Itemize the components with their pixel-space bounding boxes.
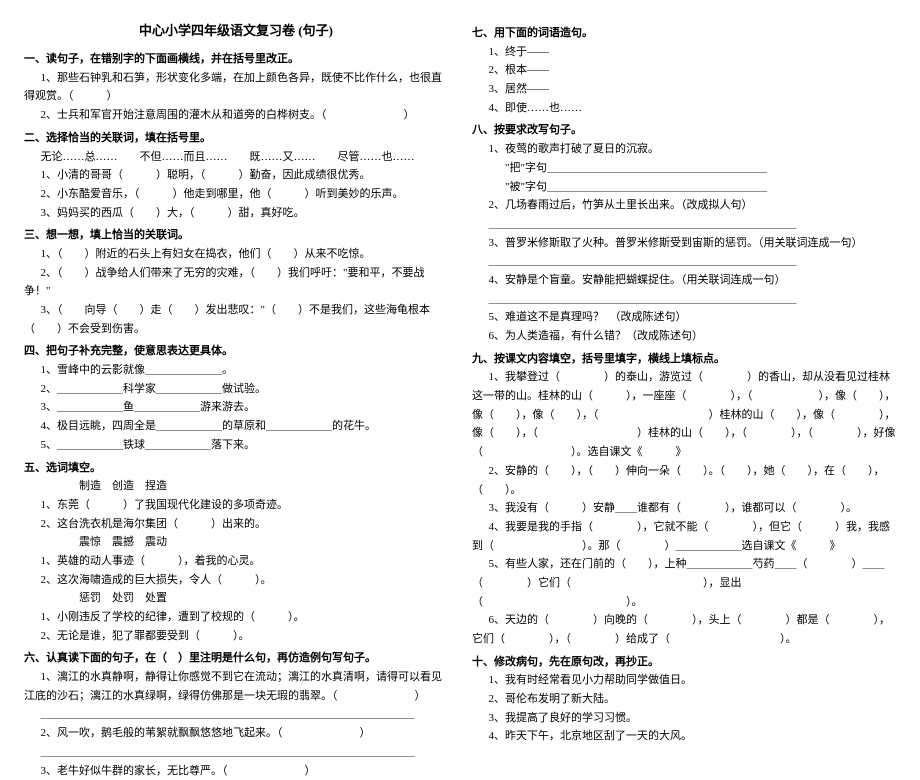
q8-1a: "把"字句＿＿＿＿＿＿＿＿＿＿＿＿＿＿＿＿＿＿＿＿ [472,159,896,178]
q8-4a: ＿＿＿＿＿＿＿＿＿＿＿＿＿＿＿＿＿＿＿＿＿＿＿＿＿＿＿＿ [472,290,896,309]
q10-4: 4、昨天下午，北京地区刮了一天的大风。 [472,727,896,746]
q6-1-blank: ＿＿＿＿＿＿＿＿＿＿＿＿＿＿＿＿＿＿＿＿＿＿＿＿＿＿＿＿＿＿＿＿＿＿ [24,705,448,724]
q2-2: 2、小东酷爱音乐，（ ）他走到哪里，他（ ）听到美妙的乐声。 [24,185,448,204]
q8-6: 6、为人类造福，有什么错？（改成陈述句） [472,327,896,346]
q9-2: 2、安静的（ ），（ ）伸向一朵（ ）。（ ），她（ ），在（ ），（ ）。 [472,462,896,499]
section-3-heading: 三、想一想，填上恰当的关联词。 [24,226,448,245]
section-6-heading: 六、认真读下面的句子，在（ ）里注明是什么句，再仿造例句写句子。 [24,649,448,668]
q9-6: 6、天边的（ ）向晚的（ ），头上（ ）都是（ ），它们（ ），（ ）给成了（ … [472,611,896,648]
section-8-heading: 八、按要求改写句子。 [472,121,896,140]
q5-group3: 惩罚 处罚 处置 [24,589,448,608]
q4-5: 5、＿＿＿＿＿＿铁球＿＿＿＿＿＿落下来。 [24,436,448,455]
q5-5: 1、小刚违反了学校的纪律，遭到了校规的（ ）。 [24,608,448,627]
q2-1: 1、小清的哥哥（ ）聪明，（ ）勤奋，因此成绩很优秀。 [24,166,448,185]
section-9-heading: 九、按课文内容填空，括号里填字，横线上填标点。 [472,350,896,369]
q6-1: 1、漓江的水真静啊，静得让你感觉不到它在流动；漓江的水真清啊，请得可以看见江底的… [24,668,448,705]
q3-1: 1、（ ）附近的石头上有妇女在捣衣，他们（ ）从来不吃惊。 [24,245,448,264]
section-10-heading: 十、修改病句，先在原句改，再抄正。 [472,653,896,672]
q7-3: 3、居然—— [472,80,896,99]
section-5-heading: 五、选词填空。 [24,459,448,478]
q10-2: 2、哥伦布发明了新大陆。 [472,690,896,709]
q2-options: 无论……总…… 不但……而且…… 既……又…… 尽管……也…… [24,148,448,167]
q5-3: 1、英雄的动人事迹（ ），着我的心灵。 [24,552,448,571]
page-title: 中心小学四年级语文复习卷 (句子) [24,20,448,42]
q6-3: 3、老牛好似牛群的家长，无比尊严。（ ） [24,762,448,780]
section-1-heading: 一、读句子，在错别字的下面画横线，并在括号里改正。 [24,50,448,69]
q3-3: 3、（ 向导（ ）走（ ）发出悲叹："（ ）不是我们，这些海龟根本（ ）不会受到… [24,301,448,338]
q5-1: 1、东莞（ ）了我国现代化建设的多项奇迹。 [24,496,448,515]
q5-2: 2、这台洗衣机是海尔集团（ ）出来的。 [24,515,448,534]
q2-3: 3、妈妈买的西瓜（ ）大，（ ）甜，真好吃。 [24,204,448,223]
q6-2-blank: ＿＿＿＿＿＿＿＿＿＿＿＿＿＿＿＿＿＿＿＿＿＿＿＿＿＿＿＿＿＿＿＿＿＿ [24,743,448,762]
q5-group1: 制造 创造 捏造 [24,477,448,496]
q8-5: 5、难道这不是真理吗？ （改成陈述句） [472,308,896,327]
section-7-heading: 七、用下面的词语造句。 [472,24,896,43]
q1-2: 2、士兵和军官开始注意周围的灌木从和道旁的白桦树支。（ ） [24,106,448,125]
q6-2: 2、风一吹，鹅毛般的苇絮就飘飘悠悠地飞起来。（ ） [24,724,448,743]
q4-1: 1、雪峰中的云影就像＿＿＿＿＿＿＿。 [24,361,448,380]
q4-4: 4、极目远眺，四周全是＿＿＿＿＿＿的草原和＿＿＿＿＿＿的花牛。 [24,417,448,436]
left-column: 中心小学四年级语文复习卷 (句子) 一、读句子，在错别字的下面画横线，并在括号里… [24,20,448,614]
q5-4: 2、这次海啸造成的巨大损失，令人（ ）。 [24,571,448,590]
q8-3a: ＿＿＿＿＿＿＿＿＿＿＿＿＿＿＿＿＿＿＿＿＿＿＿＿＿＿＿＿ [472,252,896,271]
q8-4: 4、安静是个盲童。安静能把蝴蝶捉住。（用关联词连成一句） [472,271,896,290]
q8-1b: "被"字句＿＿＿＿＿＿＿＿＿＿＿＿＿＿＿＿＿＿＿＿ [472,178,896,197]
q5-group2: 震惊 震撼 震动 [24,533,448,552]
q10-3: 3、我提高了良好的学习习惯。 [472,709,896,728]
q5-6: 2、无论是谁，犯了罪都要受到（ ）。 [24,627,448,646]
q3-2: 2、（ ）战争给人们带来了无穷的灾难，（ ）我们呼吁："要和平，不要战争！" [24,264,448,301]
q8-1: 1、夜莺的歌声打破了夏日的沉寂。 [472,140,896,159]
q8-2: 2、几场春雨过后，竹笋从土里长出来。（改成拟人句） [472,196,896,215]
q1-1: 1、那些石钟乳和石笋，形状变化多端，在加上颜色各异，既使不比作什么，也很直得观赏… [24,69,448,106]
q8-3: 3、普罗米修斯取了火种。普罗米修斯受到宙斯的惩罚。（用关联词连成一句） [472,234,896,253]
q4-3: 3、＿＿＿＿＿＿鱼＿＿＿＿＿＿游来游去。 [24,398,448,417]
q9-4: 4、我要是我的手指（ ），它就不能（ ），但它（ ）我，我感到（ ）。那（ ）＿… [472,518,896,555]
q7-4: 4、即使……也…… [472,99,896,118]
q9-5: 5、有些人家，还在门前的（ ），上种＿＿＿＿＿＿芍药＿＿（ ）＿＿（ ）它们（ … [472,555,896,611]
section-4-heading: 四、把句子补充完整，使意思表达更具体。 [24,342,448,361]
q4-2: 2、＿＿＿＿＿＿科学家＿＿＿＿＿＿做试验。 [24,380,448,399]
q10-1: 1、我有时经常看见小力帮助同学做值日。 [472,671,896,690]
q9-3: 3、我没有（ ）安静＿＿谁都有（ ），谁都可以（ ）。 [472,499,896,518]
q9-1: 1、我攀登过（ ）的泰山，游览过（ ）的香山，却从没看见过桂林这一带的山。桂林的… [472,368,896,461]
section-2-heading: 二、选择恰当的关联词，填在括号里。 [24,129,448,148]
q7-2: 2、根本—— [472,61,896,80]
q7-1: 1、终于—— [472,43,896,62]
q8-2a: ＿＿＿＿＿＿＿＿＿＿＿＿＿＿＿＿＿＿＿＿＿＿＿＿＿＿＿＿ [472,215,896,234]
right-column: 七、用下面的词语造句。 1、终于—— 2、根本—— 3、居然—— 4、即使……也… [472,20,896,614]
